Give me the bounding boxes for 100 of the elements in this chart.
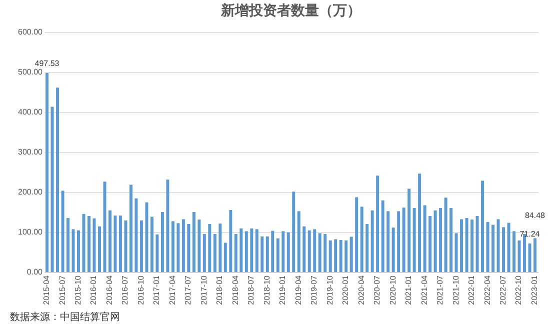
bar bbox=[77, 230, 80, 272]
bar bbox=[360, 206, 364, 272]
bar bbox=[428, 216, 432, 272]
x-tick-label: 2019-01 bbox=[278, 274, 288, 305]
bar bbox=[297, 211, 300, 272]
bar bbox=[208, 224, 212, 272]
bar bbox=[276, 238, 280, 272]
bar bbox=[512, 231, 516, 272]
bar bbox=[402, 208, 406, 272]
x-tick-label: 2020-10 bbox=[388, 274, 398, 305]
chart-title: 新增投资者数量（万） bbox=[220, 2, 361, 19]
bar bbox=[350, 236, 353, 272]
x-tick-label: 2017-04 bbox=[168, 274, 177, 305]
bar bbox=[292, 192, 296, 272]
bar bbox=[134, 198, 138, 272]
y-tick-label: 200.00 bbox=[18, 188, 44, 196]
x-tick-label: 2022-04 bbox=[482, 274, 492, 305]
bar bbox=[528, 244, 532, 272]
x-tick-label: 2018-01 bbox=[215, 274, 224, 305]
x-tick-label: 2017-01 bbox=[152, 274, 162, 305]
data-label: 84.48 bbox=[524, 211, 546, 220]
x-tick-label: 2022-10 bbox=[514, 274, 524, 305]
source-note: 数据来源：中国结算官网 bbox=[9, 310, 120, 324]
y-tick-label: 500.00 bbox=[18, 68, 44, 76]
bar bbox=[145, 202, 148, 272]
bar bbox=[61, 190, 64, 272]
bar bbox=[87, 216, 90, 272]
bar bbox=[240, 228, 243, 272]
bar bbox=[518, 240, 521, 272]
bar bbox=[160, 212, 164, 272]
x-tick-label: 2021-10 bbox=[451, 274, 460, 305]
bar bbox=[486, 222, 490, 272]
bar bbox=[376, 176, 380, 272]
x-tick-label: 2015-10 bbox=[74, 274, 82, 305]
bar bbox=[533, 238, 536, 272]
y-tick-label: 400.00 bbox=[18, 108, 44, 116]
bar bbox=[50, 106, 54, 272]
bar bbox=[124, 220, 128, 272]
bar bbox=[176, 223, 180, 272]
bar bbox=[502, 227, 505, 272]
x-tick-label: 2019-04 bbox=[294, 274, 303, 305]
bar bbox=[496, 219, 500, 272]
x-tick-label: 2023-01 bbox=[530, 274, 539, 305]
x-tick-label: 2021-07 bbox=[436, 274, 445, 305]
x-tick-label: 2017-07 bbox=[184, 274, 193, 305]
x-tick-label: 2018-07 bbox=[246, 274, 256, 305]
bar bbox=[98, 226, 101, 272]
y-tick-label: 0.00 bbox=[26, 268, 44, 276]
bar bbox=[182, 219, 185, 272]
y-tick-label: 100.00 bbox=[18, 228, 44, 236]
bar bbox=[255, 229, 258, 272]
bar bbox=[476, 216, 479, 272]
bar bbox=[454, 233, 458, 272]
bar bbox=[156, 234, 159, 272]
bar bbox=[118, 216, 122, 272]
bar bbox=[339, 240, 342, 272]
x-tick-label: 2021-01 bbox=[404, 274, 414, 305]
bar bbox=[434, 210, 437, 272]
x-tick-label: 2020-01 bbox=[341, 274, 350, 305]
bar bbox=[418, 174, 422, 272]
bar bbox=[202, 234, 206, 272]
x-tick-label: 2017-10 bbox=[199, 274, 208, 305]
bar bbox=[370, 210, 374, 272]
x-tick-label: 2021-04 bbox=[420, 274, 429, 305]
x-tick-label: 2016-04 bbox=[104, 274, 114, 305]
bar bbox=[192, 212, 196, 272]
bar bbox=[171, 221, 174, 272]
bar bbox=[129, 184, 132, 272]
bar bbox=[187, 224, 190, 272]
bar bbox=[386, 211, 390, 272]
bar bbox=[470, 220, 474, 272]
bar bbox=[218, 224, 222, 272]
bar bbox=[439, 208, 442, 272]
x-tick-label: 2020-04 bbox=[356, 274, 366, 305]
bar bbox=[72, 229, 75, 272]
bar bbox=[308, 230, 311, 272]
bar bbox=[397, 211, 400, 272]
data-label: 71.24 bbox=[520, 230, 540, 239]
bar bbox=[103, 182, 106, 272]
bar bbox=[56, 88, 60, 272]
bar bbox=[392, 228, 395, 272]
bar bbox=[213, 234, 216, 272]
bar bbox=[408, 188, 411, 272]
bar bbox=[465, 218, 468, 272]
x-tick-label: 2016-01 bbox=[89, 274, 98, 305]
x-tick-label: 2015-07 bbox=[58, 274, 67, 305]
bar bbox=[266, 236, 269, 272]
bar bbox=[244, 231, 248, 272]
bar bbox=[271, 230, 274, 272]
x-tick-label: 2019-07 bbox=[310, 274, 319, 305]
bar bbox=[234, 234, 238, 272]
bar bbox=[460, 219, 464, 272]
bar bbox=[355, 197, 358, 272]
bar bbox=[166, 180, 170, 272]
bar bbox=[114, 216, 117, 272]
x-tick-label: 2015-04 bbox=[42, 274, 52, 305]
bar bbox=[260, 236, 264, 272]
bar bbox=[450, 208, 453, 272]
bar bbox=[282, 231, 285, 272]
bar bbox=[286, 232, 290, 272]
